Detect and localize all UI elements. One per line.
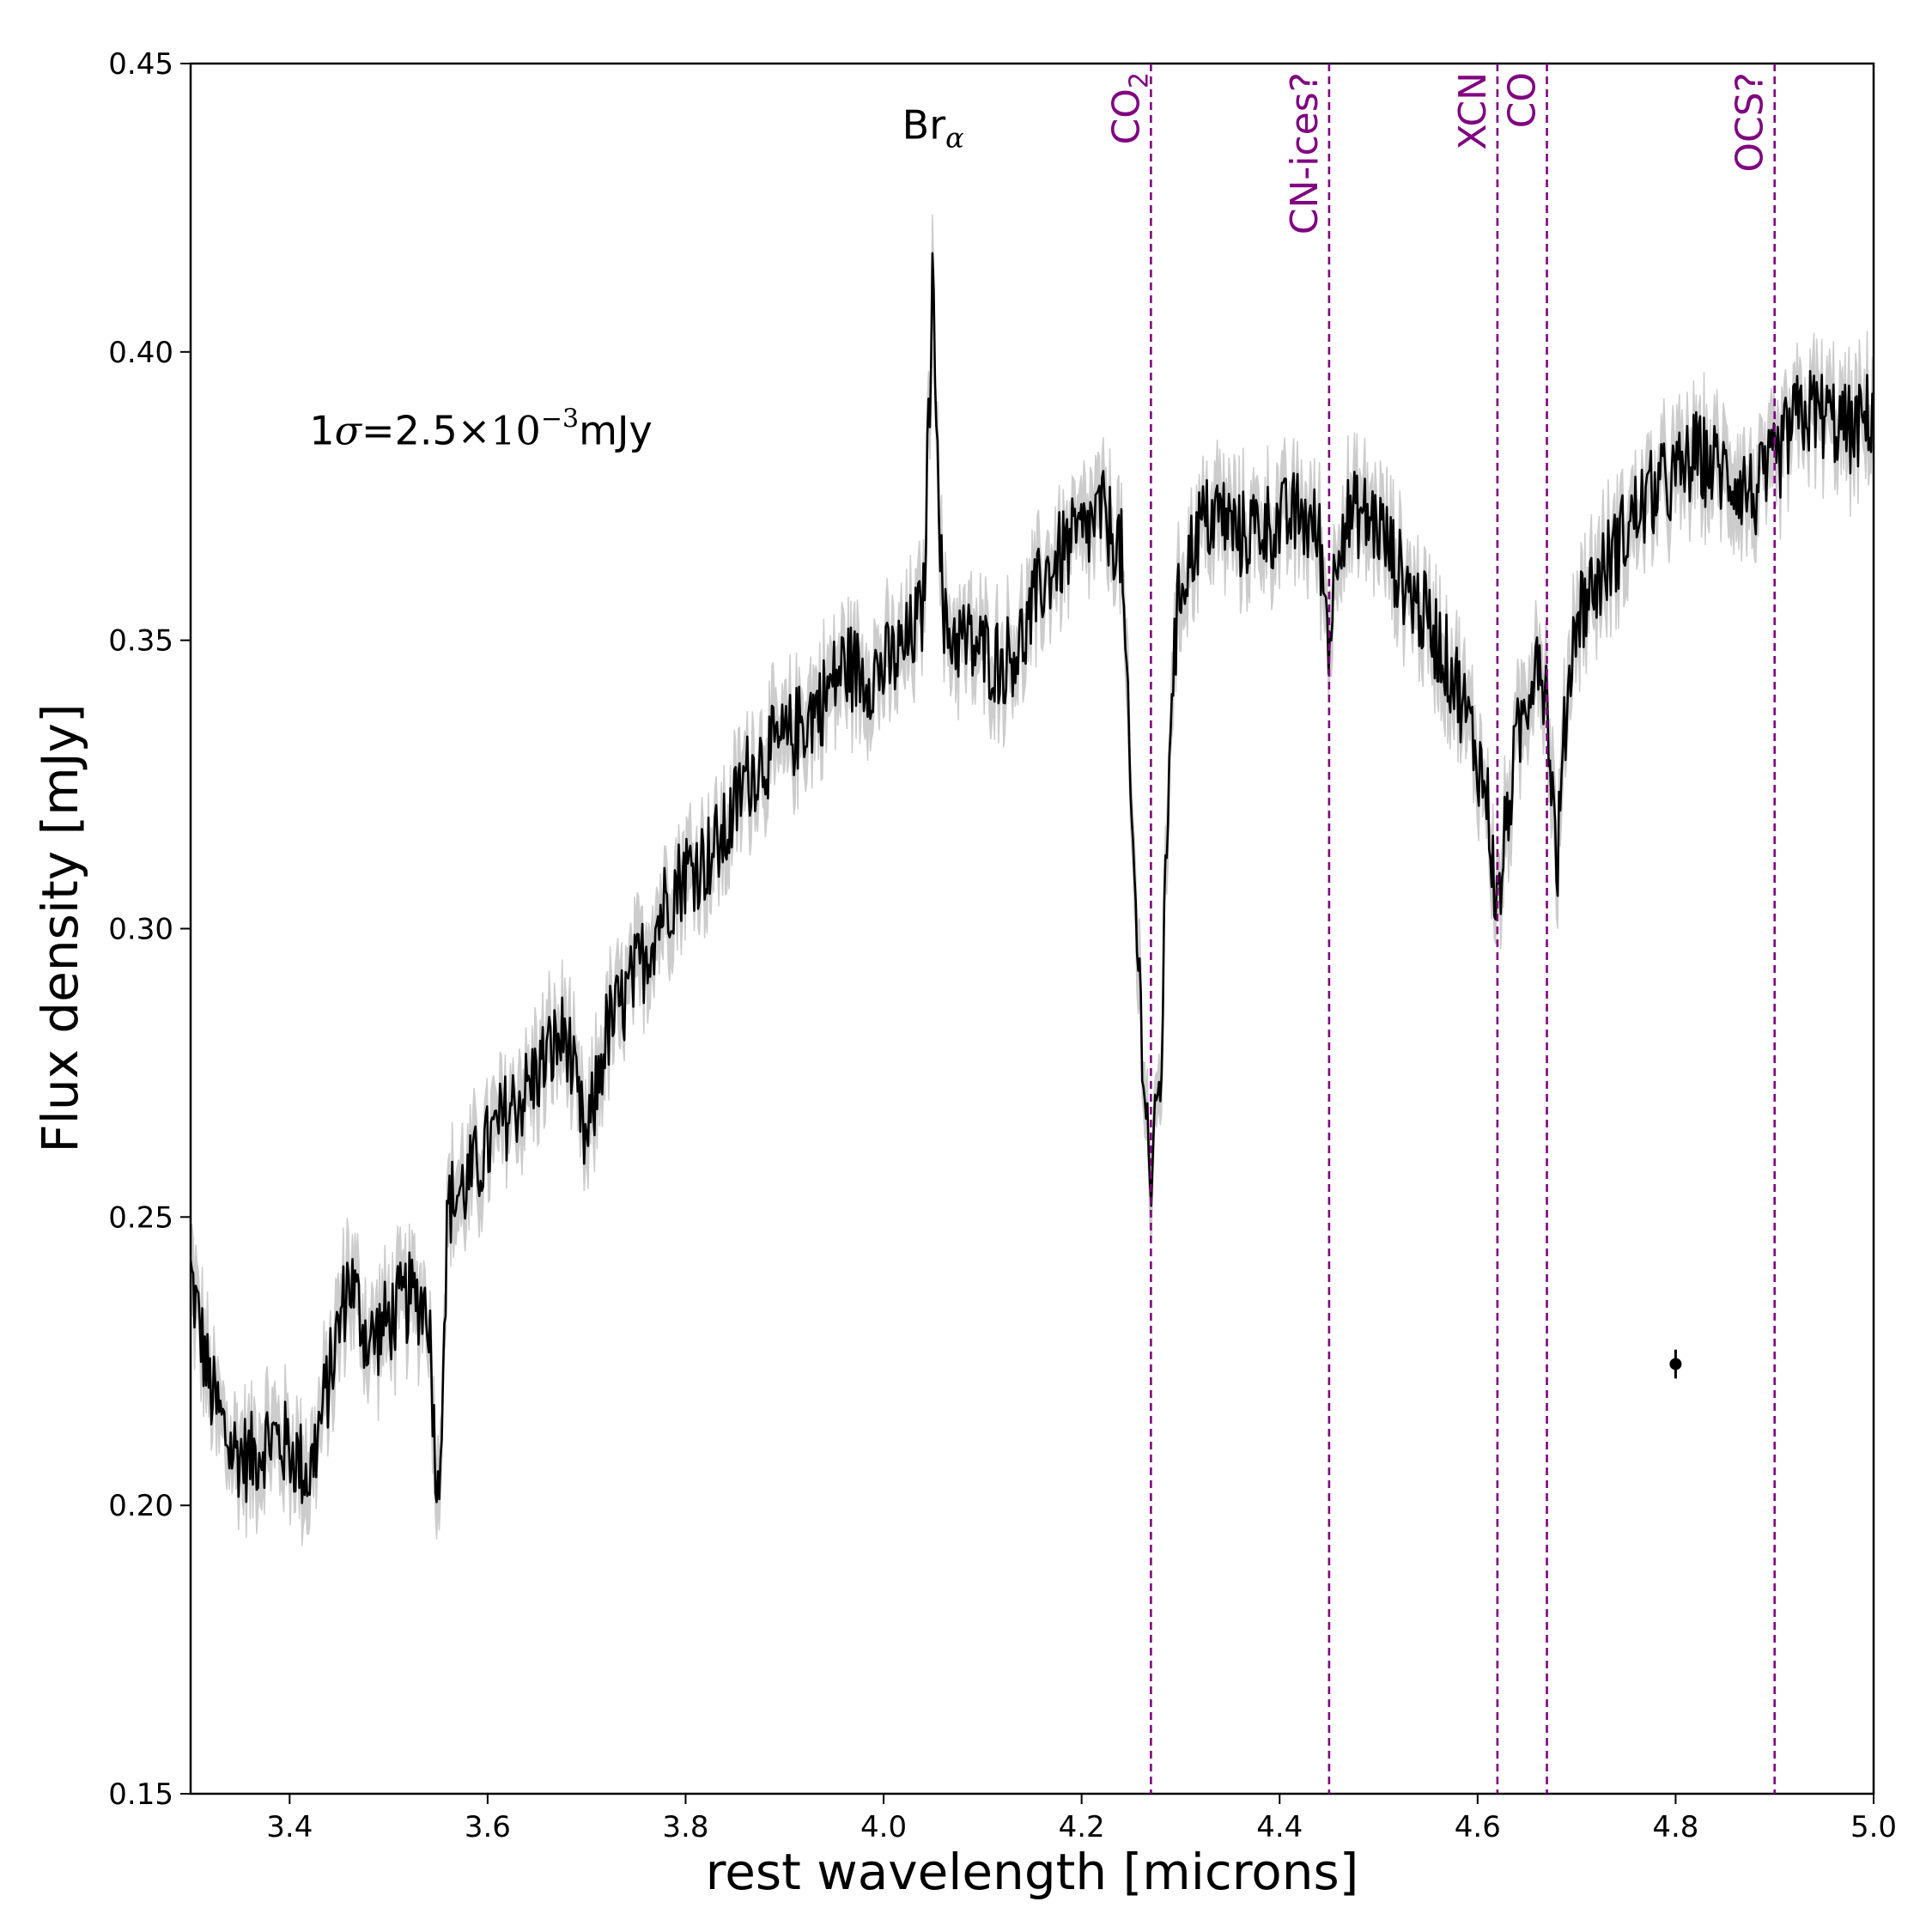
spectrum-line [191, 252, 1874, 1504]
x-tick-label: 4.6 [1455, 1810, 1501, 1844]
feature-line-label: CO [1501, 72, 1545, 128]
y-tick-label: 0.25 [108, 1200, 173, 1235]
feature-line-label: OCS? [1728, 72, 1772, 173]
sigma-symbol: σ [335, 407, 363, 453]
plot-content [191, 214, 1874, 1546]
sigma-prefix: 1 [309, 407, 334, 453]
error-band [191, 214, 1874, 1546]
sigma-exp: −3 [541, 404, 579, 434]
x-axis-label: rest wavelength [microns] [706, 1843, 1359, 1901]
x-tick-label: 3.6 [465, 1810, 511, 1844]
y-tick-label: 0.15 [108, 1777, 173, 1812]
y-tick-label: 0.35 [108, 624, 173, 659]
y-axis: 0.15 0.20 0.25 0.30 0.35 0.40 0.45 [108, 47, 191, 1812]
x-tick-label: 4.0 [860, 1810, 907, 1844]
x-tick-label: 4.8 [1652, 1810, 1698, 1844]
sigma-unit: mJy [579, 407, 653, 453]
bralpha-sub: α [945, 121, 964, 154]
x-axis: 3.4 3.6 3.8 4.0 4.2 4.4 4.6 4.8 5.0 [266, 1794, 1897, 1844]
x-tick-label: 5.0 [1850, 1810, 1897, 1844]
y-tick-label: 0.40 [108, 336, 173, 370]
feature-line-label-sub: 2 [1124, 72, 1154, 88]
x-tick-label: 3.8 [662, 1810, 708, 1844]
x-tick-label: 4.4 [1256, 1810, 1303, 1844]
feature-line-label: CO2 [1104, 72, 1154, 144]
feature-line-label: CN-ices? [1283, 72, 1327, 234]
y-axis-label: Flux density [mJy] [31, 703, 89, 1152]
sigma-label: 1σ=2.5×10−3mJy [309, 404, 652, 453]
sigma-value: =2.5× [361, 407, 490, 453]
x-tick-label: 4.2 [1059, 1810, 1105, 1844]
x-tick-label: 3.4 [266, 1810, 313, 1844]
error-point-marker [1669, 1358, 1682, 1370]
sigma-base: 10 [490, 407, 541, 453]
feature-line-label: XCN [1451, 72, 1495, 150]
y-tick-label: 0.20 [108, 1489, 173, 1523]
y-tick-label: 0.45 [108, 47, 173, 82]
y-tick-label: 0.30 [108, 913, 173, 947]
